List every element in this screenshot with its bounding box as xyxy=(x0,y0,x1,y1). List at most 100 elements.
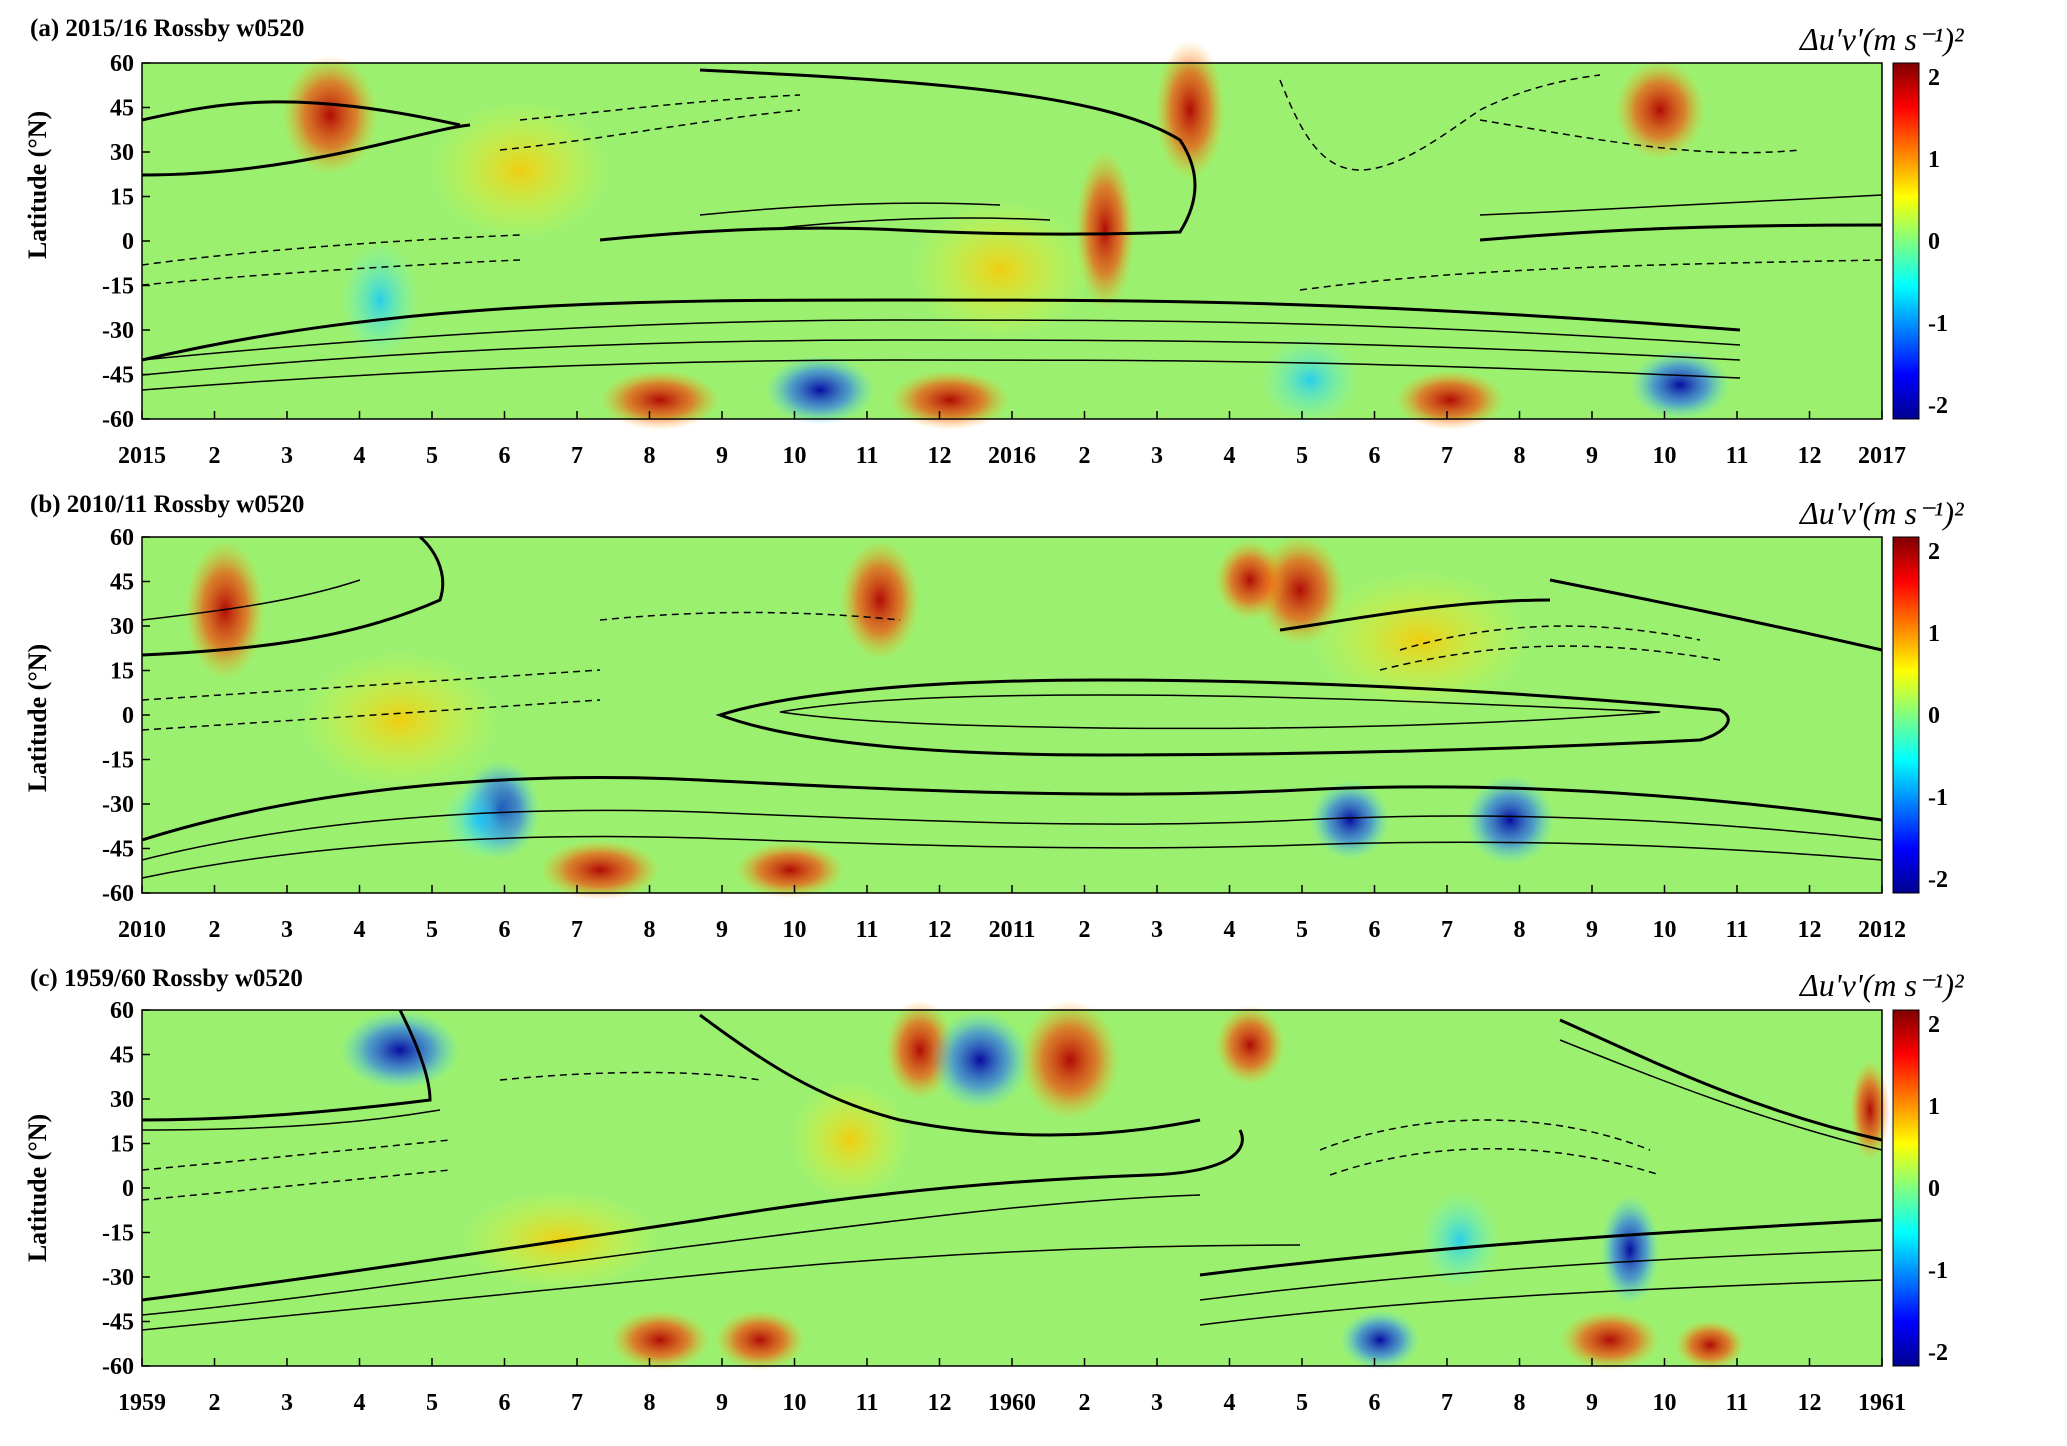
xtick-label: 9 xyxy=(716,443,728,469)
xtick-label: 11 xyxy=(1726,917,1749,943)
panel-b-heatmap xyxy=(141,535,1883,900)
ytick-label: -45 xyxy=(102,363,134,389)
xtick-label: 12 xyxy=(1798,1390,1822,1416)
colorbar-tick-label: 2 xyxy=(1928,1012,1940,1038)
ytick-label: -60 xyxy=(102,881,134,907)
xtick-label: 4 xyxy=(354,917,366,943)
xtick-label: 1959 xyxy=(118,1390,166,1416)
xtick-label: 3 xyxy=(1151,1390,1163,1416)
panel-c-yticks: 60 45 30 15 0 -15 -30 -45 -60 xyxy=(102,998,150,1380)
xtick-label: 4 xyxy=(1224,443,1236,469)
xtick-label: 10 xyxy=(783,917,807,943)
colorbar-tick-label: -2 xyxy=(1928,867,1948,893)
panel-c-colorbar-label: Δu'v'(m s⁻¹)² xyxy=(1798,967,1965,1003)
ytick-label: 30 xyxy=(110,614,134,640)
ytick-label: -30 xyxy=(102,792,134,818)
xtick-label: 5 xyxy=(1296,1390,1308,1416)
xtick-label: 11 xyxy=(1726,1390,1749,1416)
xtick-label: 1960 xyxy=(988,1390,1036,1416)
xtick-label: 9 xyxy=(1586,917,1598,943)
ytick-label: 30 xyxy=(110,1087,134,1113)
xtick-label: 12 xyxy=(928,917,952,943)
ytick-label: 15 xyxy=(110,185,134,211)
xtick-label: 6 xyxy=(499,1390,511,1416)
xtick-label: 7 xyxy=(1441,1390,1453,1416)
panel-c-heatmap xyxy=(141,1000,1890,1370)
xtick-label: 5 xyxy=(426,443,438,469)
colorbar-tick-label: 0 xyxy=(1928,229,1940,255)
ytick-label: 60 xyxy=(110,998,134,1024)
xtick-label: 4 xyxy=(354,1390,366,1416)
ytick-label: 0 xyxy=(122,703,134,729)
xtick-label: 10 xyxy=(1653,1390,1677,1416)
xtick-label: 8 xyxy=(1514,917,1526,943)
xtick-label: 8 xyxy=(1514,1390,1526,1416)
xtick-label: 3 xyxy=(1151,443,1163,469)
panel-a-title: (a) 2015/16 Rossby w0520 xyxy=(30,15,304,42)
ytick-label: -15 xyxy=(102,1221,134,1247)
ytick-label: 45 xyxy=(110,1043,134,1069)
xtick-label: 4 xyxy=(1224,1390,1236,1416)
xtick-label: 11 xyxy=(856,443,879,469)
xtick-label: 10 xyxy=(783,1390,807,1416)
panel-b-xticks: 2010 2 3 4 5 6 7 8 9 10 11 12 2011 2 3 4 5 6 7 8 9 10 11 12 2012 xyxy=(118,885,1906,943)
colorbar-tick-label: 2 xyxy=(1928,539,1940,565)
xtick-label: 5 xyxy=(1296,917,1308,943)
ytick-label: 15 xyxy=(110,659,134,685)
panel-c-title: (c) 1959/60 Rossby w0520 xyxy=(30,965,303,992)
ytick-label: -45 xyxy=(102,837,134,863)
colorbar-tick-label: 0 xyxy=(1928,1176,1940,1202)
colorbar-tick-label: -2 xyxy=(1928,393,1948,419)
panel-b: (b) 2010/11 Rossby w0520 Latitude (°N) xyxy=(23,491,1965,943)
panel-a-yticks: 60 45 30 15 0 -15 -30 -45 -60 xyxy=(102,51,150,433)
xtick-label: 5 xyxy=(426,917,438,943)
ytick-label: 15 xyxy=(110,1132,134,1158)
xtick-label: 12 xyxy=(1798,443,1822,469)
ytick-label: -30 xyxy=(102,318,134,344)
xtick-label: 5 xyxy=(1296,443,1308,469)
xtick-label: 3 xyxy=(1151,917,1163,943)
xtick-label: 2 xyxy=(1079,917,1091,943)
panel-b-colorbar-label: Δu'v'(m s⁻¹)² xyxy=(1798,495,1965,531)
ytick-label: -60 xyxy=(102,1354,134,1380)
ytick-label: 0 xyxy=(122,229,134,255)
xtick-label: 4 xyxy=(1224,917,1236,943)
xtick-label: 3 xyxy=(281,917,293,943)
xtick-label: 4 xyxy=(354,443,366,469)
panel-b-title: (b) 2010/11 Rossby w0520 xyxy=(30,491,304,518)
ytick-label: -45 xyxy=(102,1310,134,1336)
xtick-label: 11 xyxy=(1726,443,1749,469)
ytick-label: 60 xyxy=(110,525,134,551)
ytick-label: 45 xyxy=(110,570,134,596)
panel-c-colorbar: Δu'v'(m s⁻¹)² 2 1 0 -1 -2 xyxy=(1798,967,1965,1367)
xtick-label: 7 xyxy=(1441,917,1453,943)
xtick-label: 9 xyxy=(1586,1390,1598,1416)
xtick-label: 2015 xyxy=(118,443,166,469)
xtick-label: 5 xyxy=(426,1390,438,1416)
xtick-label: 10 xyxy=(783,443,807,469)
xtick-label: 2 xyxy=(1079,443,1091,469)
xtick-label: 7 xyxy=(571,917,583,943)
ytick-label: 30 xyxy=(110,140,134,166)
panel-a-ylabel: Latitude (°N) xyxy=(23,111,52,259)
panel-a: (a) 2015/16 Rossby w0520 Latitude (°N) xyxy=(23,15,1965,469)
xtick-label: 8 xyxy=(1514,443,1526,469)
panel-a-colorbar-label: Δu'v'(m s⁻¹)² xyxy=(1798,21,1965,57)
xtick-label: 2011 xyxy=(989,917,1036,943)
xtick-label: 8 xyxy=(644,1390,656,1416)
xtick-label: 2 xyxy=(1079,1390,1091,1416)
xtick-label: 2 xyxy=(209,1390,221,1416)
colorbar-tick-label: -2 xyxy=(1928,1340,1948,1366)
panel-c-xticks: 1959 2 3 4 5 6 7 8 9 10 11 12 1960 2 3 4 5 6 7 8 9 10 11 12 1961 xyxy=(118,1358,1906,1416)
xtick-label: 11 xyxy=(856,917,879,943)
colorbar-tick-label: -1 xyxy=(1928,1258,1948,1284)
xtick-label: 7 xyxy=(571,443,583,469)
xtick-label: 2 xyxy=(209,917,221,943)
panel-c-ylabel: Latitude (°N) xyxy=(23,1114,52,1262)
xtick-label: 2017 xyxy=(1858,443,1906,469)
colorbar-tick-label: -1 xyxy=(1928,311,1948,337)
xtick-label: 1961 xyxy=(1858,1390,1906,1416)
colorbar-tick-label: 1 xyxy=(1928,1094,1940,1120)
xtick-label: 6 xyxy=(1369,917,1381,943)
panel-b-yticks: 60 45 30 15 0 -15 -30 -45 -60 xyxy=(102,525,150,907)
